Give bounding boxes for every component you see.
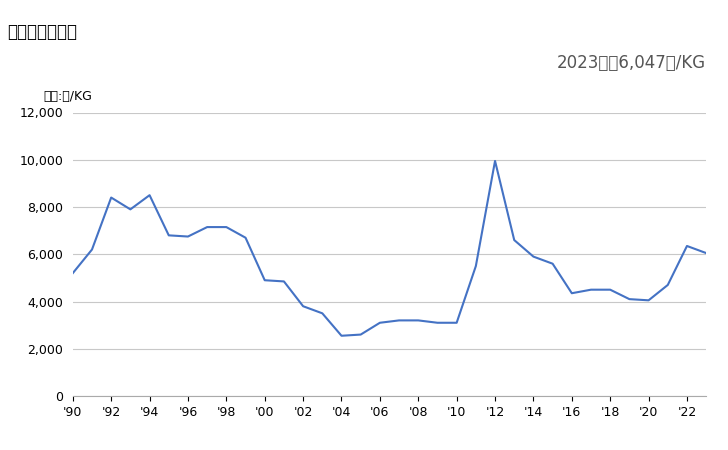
Text: 2023年：6,047円/KG: 2023年：6,047円/KG (557, 54, 706, 72)
Text: 単位:円/KG: 単位:円/KG (44, 90, 92, 103)
Text: 輸出価格の推移: 輸出価格の推移 (7, 22, 77, 40)
